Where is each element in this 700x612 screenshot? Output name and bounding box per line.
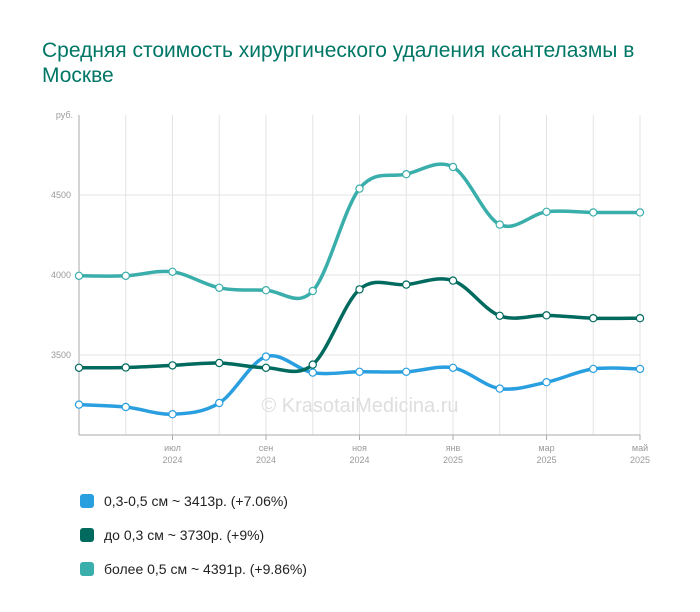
- legend-item-large[interactable]: более 0,5 см ~ 4391р. (+9.86%): [80, 552, 307, 586]
- series-group-2: [74, 162, 645, 301]
- data-point: [635, 364, 645, 374]
- data-point: [308, 368, 317, 377]
- data-point: [308, 360, 317, 369]
- series-group-1: [74, 276, 645, 374]
- data-point: [121, 402, 130, 412]
- data-point: [261, 363, 271, 372]
- price-line-chart: 3500 4000 4500 руб. июл 2024 сен 2024 ноя 2024 янв…: [51, 110, 650, 465]
- legend-label-small: до 0,3 см ~ 3730р. (+9%): [104, 527, 265, 543]
- series-group-0: [74, 352, 645, 419]
- data-point: [448, 363, 458, 372]
- data-point: [74, 363, 84, 372]
- data-point: [495, 384, 504, 393]
- data-point: [495, 311, 504, 320]
- chart-title: Средняя стоимость хирургического удалени…: [42, 39, 635, 87]
- x-tick-label-month: май: [632, 443, 648, 453]
- data-point: [168, 410, 177, 419]
- data-point: [542, 311, 551, 320]
- legend-label-medium: 0,3-0,5 см ~ 3413р. (+7.06%): [104, 493, 288, 509]
- watermark-text: © KrasotaiMedicina.ru: [261, 395, 458, 417]
- x-tick-label-month: июл: [164, 443, 181, 453]
- data-point: [355, 184, 364, 193]
- data-point: [215, 398, 224, 408]
- x-tick-label-month: ноя: [352, 443, 367, 453]
- data-point: [215, 358, 224, 368]
- data-point: [635, 208, 645, 217]
- x-tick-label-year: 2025: [443, 455, 463, 465]
- y-tick-label: 4000: [51, 270, 71, 280]
- y-tick-label: 4500: [51, 190, 71, 200]
- data-point: [448, 162, 458, 172]
- data-point: [589, 314, 598, 323]
- data-point: [542, 207, 551, 216]
- x-tick-label-month: сен: [259, 443, 274, 453]
- data-point: [448, 276, 458, 285]
- data-point: [168, 361, 177, 370]
- x-tick-label-year: 2025: [536, 455, 556, 465]
- data-point: [168, 267, 177, 276]
- legend-swatch-large: [80, 562, 94, 576]
- data-point: [495, 220, 504, 229]
- data-point: [121, 271, 130, 280]
- data-point: [74, 400, 84, 409]
- data-point: [542, 378, 551, 387]
- data-point: [635, 314, 645, 323]
- data-point: [215, 283, 224, 292]
- x-tick-label-year: 2024: [349, 455, 369, 465]
- legend-item-medium[interactable]: 0,3-0,5 см ~ 3413р. (+7.06%): [80, 484, 307, 518]
- data-point: [121, 363, 130, 372]
- legend-swatch-small: [80, 528, 94, 542]
- legend: 0,3-0,5 см ~ 3413р. (+7.06%) до 0,3 см ~…: [80, 484, 307, 586]
- x-tick-label-year: 2025: [630, 455, 650, 465]
- data-point: [308, 286, 317, 296]
- legend-item-small[interactable]: до 0,3 см ~ 3730р. (+9%): [80, 518, 307, 552]
- y-axis-unit-label: руб.: [56, 110, 73, 120]
- data-point: [74, 271, 84, 280]
- data-point: [261, 352, 271, 361]
- data-point: [589, 208, 598, 217]
- data-point: [355, 285, 364, 294]
- data-point: [355, 367, 364, 376]
- data-point: [261, 286, 271, 295]
- legend-label-large: более 0,5 см ~ 4391р. (+9.86%): [104, 561, 307, 577]
- y-tick-label: 3500: [51, 350, 71, 360]
- data-point: [589, 364, 598, 374]
- x-tick-label-month: янв: [446, 443, 461, 453]
- x-tick-label-year: 2024: [256, 455, 276, 465]
- x-tick-label-month: мар: [538, 443, 554, 453]
- data-point: [402, 169, 411, 179]
- data-point: [402, 367, 411, 376]
- data-point: [402, 280, 411, 289]
- legend-swatch-medium: [80, 494, 94, 508]
- x-tick-label-year: 2024: [162, 455, 182, 465]
